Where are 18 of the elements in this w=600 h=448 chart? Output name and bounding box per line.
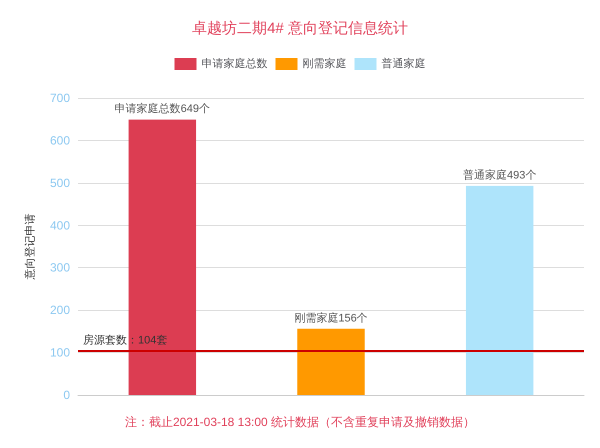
y-tick-label: 700 [50, 91, 70, 105]
y-tick-label: 300 [50, 260, 70, 275]
data-label: 申请家庭总数649个 [114, 102, 210, 116]
y-tick-label: 100 [50, 346, 70, 360]
y-tick-label: 600 [50, 133, 70, 148]
data-label: 普通家庭493个 [462, 168, 536, 182]
y-tick-label: 200 [50, 303, 70, 318]
ref-line-label: 房源套数：104套 [83, 333, 168, 346]
chart-title: 卓越坊二期4# 意向登记信息统计 [192, 20, 408, 37]
y-tick-label: 0 [63, 388, 70, 402]
y-tick-label: 400 [50, 218, 70, 232]
y-tick-label: 500 [50, 176, 70, 190]
text: 注：截止2021-03-18 13:00 统计数据（不含重复申请及撤销数据） [124, 415, 476, 429]
legend-label: 申请家庭总数 [202, 57, 268, 70]
y-axis-title: 意向登记申请 [24, 214, 36, 280]
legend-label: 刚需家庭 [302, 57, 346, 70]
legend-label: 普通家庭 [382, 57, 426, 70]
data-label: 刚需家庭156个 [294, 311, 368, 324]
